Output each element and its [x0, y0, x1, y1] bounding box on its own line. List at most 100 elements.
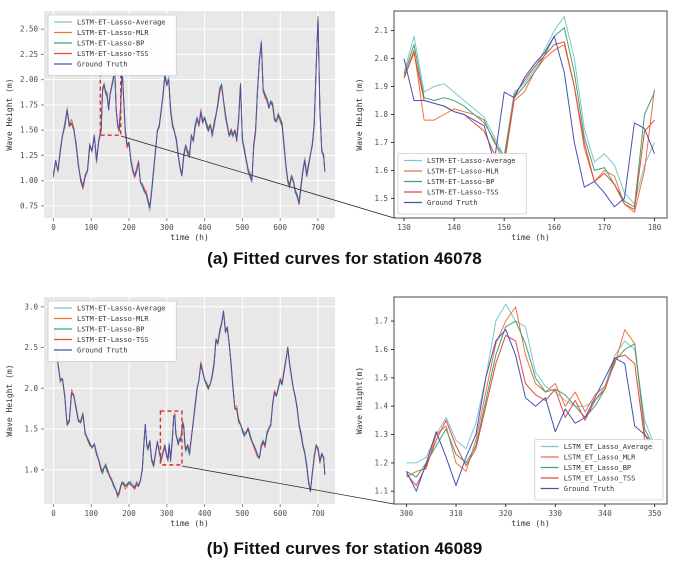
x-tick-label: 310: [449, 509, 463, 518]
x-tick-label: 160: [548, 223, 562, 232]
x-tick-label: 100: [84, 223, 98, 232]
x-axis-label: time (h): [511, 519, 550, 528]
y-tick-label: 1.8: [374, 110, 388, 119]
y-tick-label: 0.75: [20, 201, 38, 210]
x-tick-label: 350: [648, 509, 662, 518]
x-tick-label: 0: [51, 223, 56, 232]
x-tick-label: 300: [400, 509, 414, 518]
chart-b-main: 0 100 200 300 400 500 600 700 1.0 1.5 2.0 2.5 3.0 tim…: [2, 288, 348, 530]
legend-a_zoom: LSTM-ET-Lasso-Average LSTM-ET-Lasso-MLR LS…: [397, 153, 527, 215]
series-line-LSTM-ET-Lasso-MLR: [403, 44, 655, 213]
x-tick-label: 140: [447, 223, 461, 232]
legend-label: LSTM-ET-Lasso-BP: [77, 40, 144, 48]
x-tick-label: 600: [273, 223, 287, 232]
x-tick-label: 320: [499, 509, 513, 518]
y-tick-label: 1.7: [374, 138, 388, 147]
y-tick-label: 2.5: [24, 343, 38, 352]
y-tick-label: 1.5: [374, 194, 388, 203]
y-tick-label: 1.3: [374, 430, 388, 439]
chart-b-zoom: 300 310 320 330 340 350 1.1 1.2 1.3 1.4 1.5 1.6 1.7 t…: [352, 288, 689, 530]
x-tick-label: 150: [497, 223, 511, 232]
x-tick-label: 300: [160, 509, 174, 518]
y-tick-label: 1.7: [374, 317, 388, 326]
y-tick-label: 2.1: [374, 26, 388, 35]
legend-label: LSTM-ET-Lasso-Average: [427, 157, 516, 165]
series-group: [403, 16, 655, 213]
series-line-LSTM_ET_Lasso_BP: [406, 320, 656, 478]
x-tick-label: 600: [273, 509, 287, 518]
y-tick-label: 2.25: [20, 50, 38, 59]
x-tick-label: 200: [122, 509, 136, 518]
caption-a: (a) Fitted curves for station 46078: [207, 249, 482, 268]
y-tick-label: 2.50: [20, 25, 39, 34]
legend-a_main: LSTM-ET-Lasso-Average LSTM-ET-Lasso-MLR LS…: [47, 14, 177, 76]
y-tick-label: 1.6: [374, 166, 388, 175]
series-group: [52, 310, 326, 499]
y-tick-label: 1.0: [24, 465, 38, 474]
chart-svg-b_main: 0 100 200 300 400 500 600 700 1.0 1.5 2.0 2.5 3.0 tim…: [5, 297, 335, 528]
x-tick-label: 170: [598, 223, 612, 232]
legend-label: LSTM_ET_Lasso_MLR: [564, 454, 636, 462]
series-line-LSTM-ET-Lasso-Average: [403, 16, 655, 205]
chart-svg-a_zoom: 130 140 150 160 170 180 1.5 1.6 1.7 1.8 1.9 2.0 2.1 t…: [355, 10, 668, 242]
y-tick-label: 3.0: [24, 302, 38, 311]
series-line-LSTM-ET-Lasso-BP: [403, 27, 655, 208]
y-tick-label: 1.9: [374, 82, 388, 91]
legend-label: LSTM-ET-Lasso-TSS: [427, 189, 499, 197]
legend-label: LSTM-ET-Lasso-Average: [77, 305, 166, 313]
y-tick-label: 1.5: [24, 425, 38, 434]
y-tick-label: 2.0: [24, 384, 38, 393]
x-axis-label: time (h): [170, 233, 209, 242]
caption-b: (b) Fitted curves for station 46089: [206, 539, 483, 558]
chart-a-main: 0 100 200 300 400 500 600 700 0.75 1.00 1.25 1.50 1.…: [2, 2, 348, 244]
y-tick-label: 1.4: [374, 402, 388, 411]
x-tick-label: 0: [51, 509, 56, 518]
x-tick-label: 330: [549, 509, 563, 518]
legend-label: LSTM-ET-Lasso-Average: [77, 19, 166, 27]
x-axis-label: time (h): [511, 233, 550, 242]
y-tick-label: 1.50: [20, 126, 39, 135]
x-tick-label: 500: [236, 509, 250, 518]
y-tick-label: 1.6: [374, 345, 388, 354]
legend-label: Ground Truth: [564, 485, 615, 493]
x-tick-label: 500: [236, 223, 250, 232]
y-tick-label: 1.5: [374, 373, 388, 382]
y-tick-label: 1.25: [20, 151, 38, 160]
chart-svg-a_main: 0 100 200 300 400 500 600 700 0.75 1.00 1.25 1.50 1.…: [5, 11, 335, 242]
legend-label: LSTM_ET_Lasso_BP: [564, 464, 631, 472]
legend-b_zoom: LSTM_ET_Lasso_Average LSTM_ET_Lasso_MLR LS…: [534, 439, 664, 501]
legend-box: [397, 153, 527, 215]
y-tick-label: 2.00: [20, 75, 39, 84]
y-tick-label: 2.0: [374, 54, 388, 63]
x-tick-label: 400: [198, 223, 212, 232]
legend-label: LSTM-ET-Lasso-BP: [427, 178, 494, 186]
legend-box: [47, 14, 177, 76]
series-line-Ground Truth: [52, 310, 326, 497]
legend-b_main: LSTM-ET-Lasso-Average LSTM-ET-Lasso-MLR LS…: [47, 300, 177, 362]
legend-label: Ground Truth: [77, 347, 128, 355]
zoom-region-box: [159, 410, 183, 466]
x-tick-label: 200: [122, 223, 136, 232]
series-line-Ground Truth: [405, 329, 656, 492]
legend-label: Ground Truth: [427, 199, 478, 207]
legend-label: LSTM-ET-Lasso-BP: [77, 326, 144, 334]
legend-label: LSTM_ET_Lasso_TSS: [564, 475, 636, 483]
legend-label: LSTM-ET-Lasso-MLR: [427, 168, 499, 176]
legend-label: LSTM-ET-Lasso-TSS: [77, 336, 149, 344]
y-axis-label: Wave Height (m): [5, 364, 14, 436]
y-tick-label: 1.75: [20, 100, 38, 109]
chart-svg-b_zoom: 300 310 320 330 340 350 1.1 1.2 1.3 1.4 1.5 1.6 1.7 t…: [355, 296, 668, 528]
chart-a-zoom: 130 140 150 160 170 180 1.5 1.6 1.7 1.8 1.9 2.0 2.1 t…: [352, 2, 689, 244]
x-tick-label: 300: [160, 223, 174, 232]
x-tick-label: 700: [311, 223, 325, 232]
x-tick-label: 130: [397, 223, 411, 232]
x-axis-label: time (h): [170, 519, 209, 528]
legend-box: [534, 439, 664, 501]
series-group: [405, 303, 656, 492]
x-tick-label: 180: [648, 223, 662, 232]
x-tick-label: 700: [311, 509, 325, 518]
x-tick-label: 340: [598, 509, 612, 518]
legend-label: Ground Truth: [77, 61, 128, 69]
series-line-LSTM_ET_Lasso_TSS: [406, 334, 655, 487]
